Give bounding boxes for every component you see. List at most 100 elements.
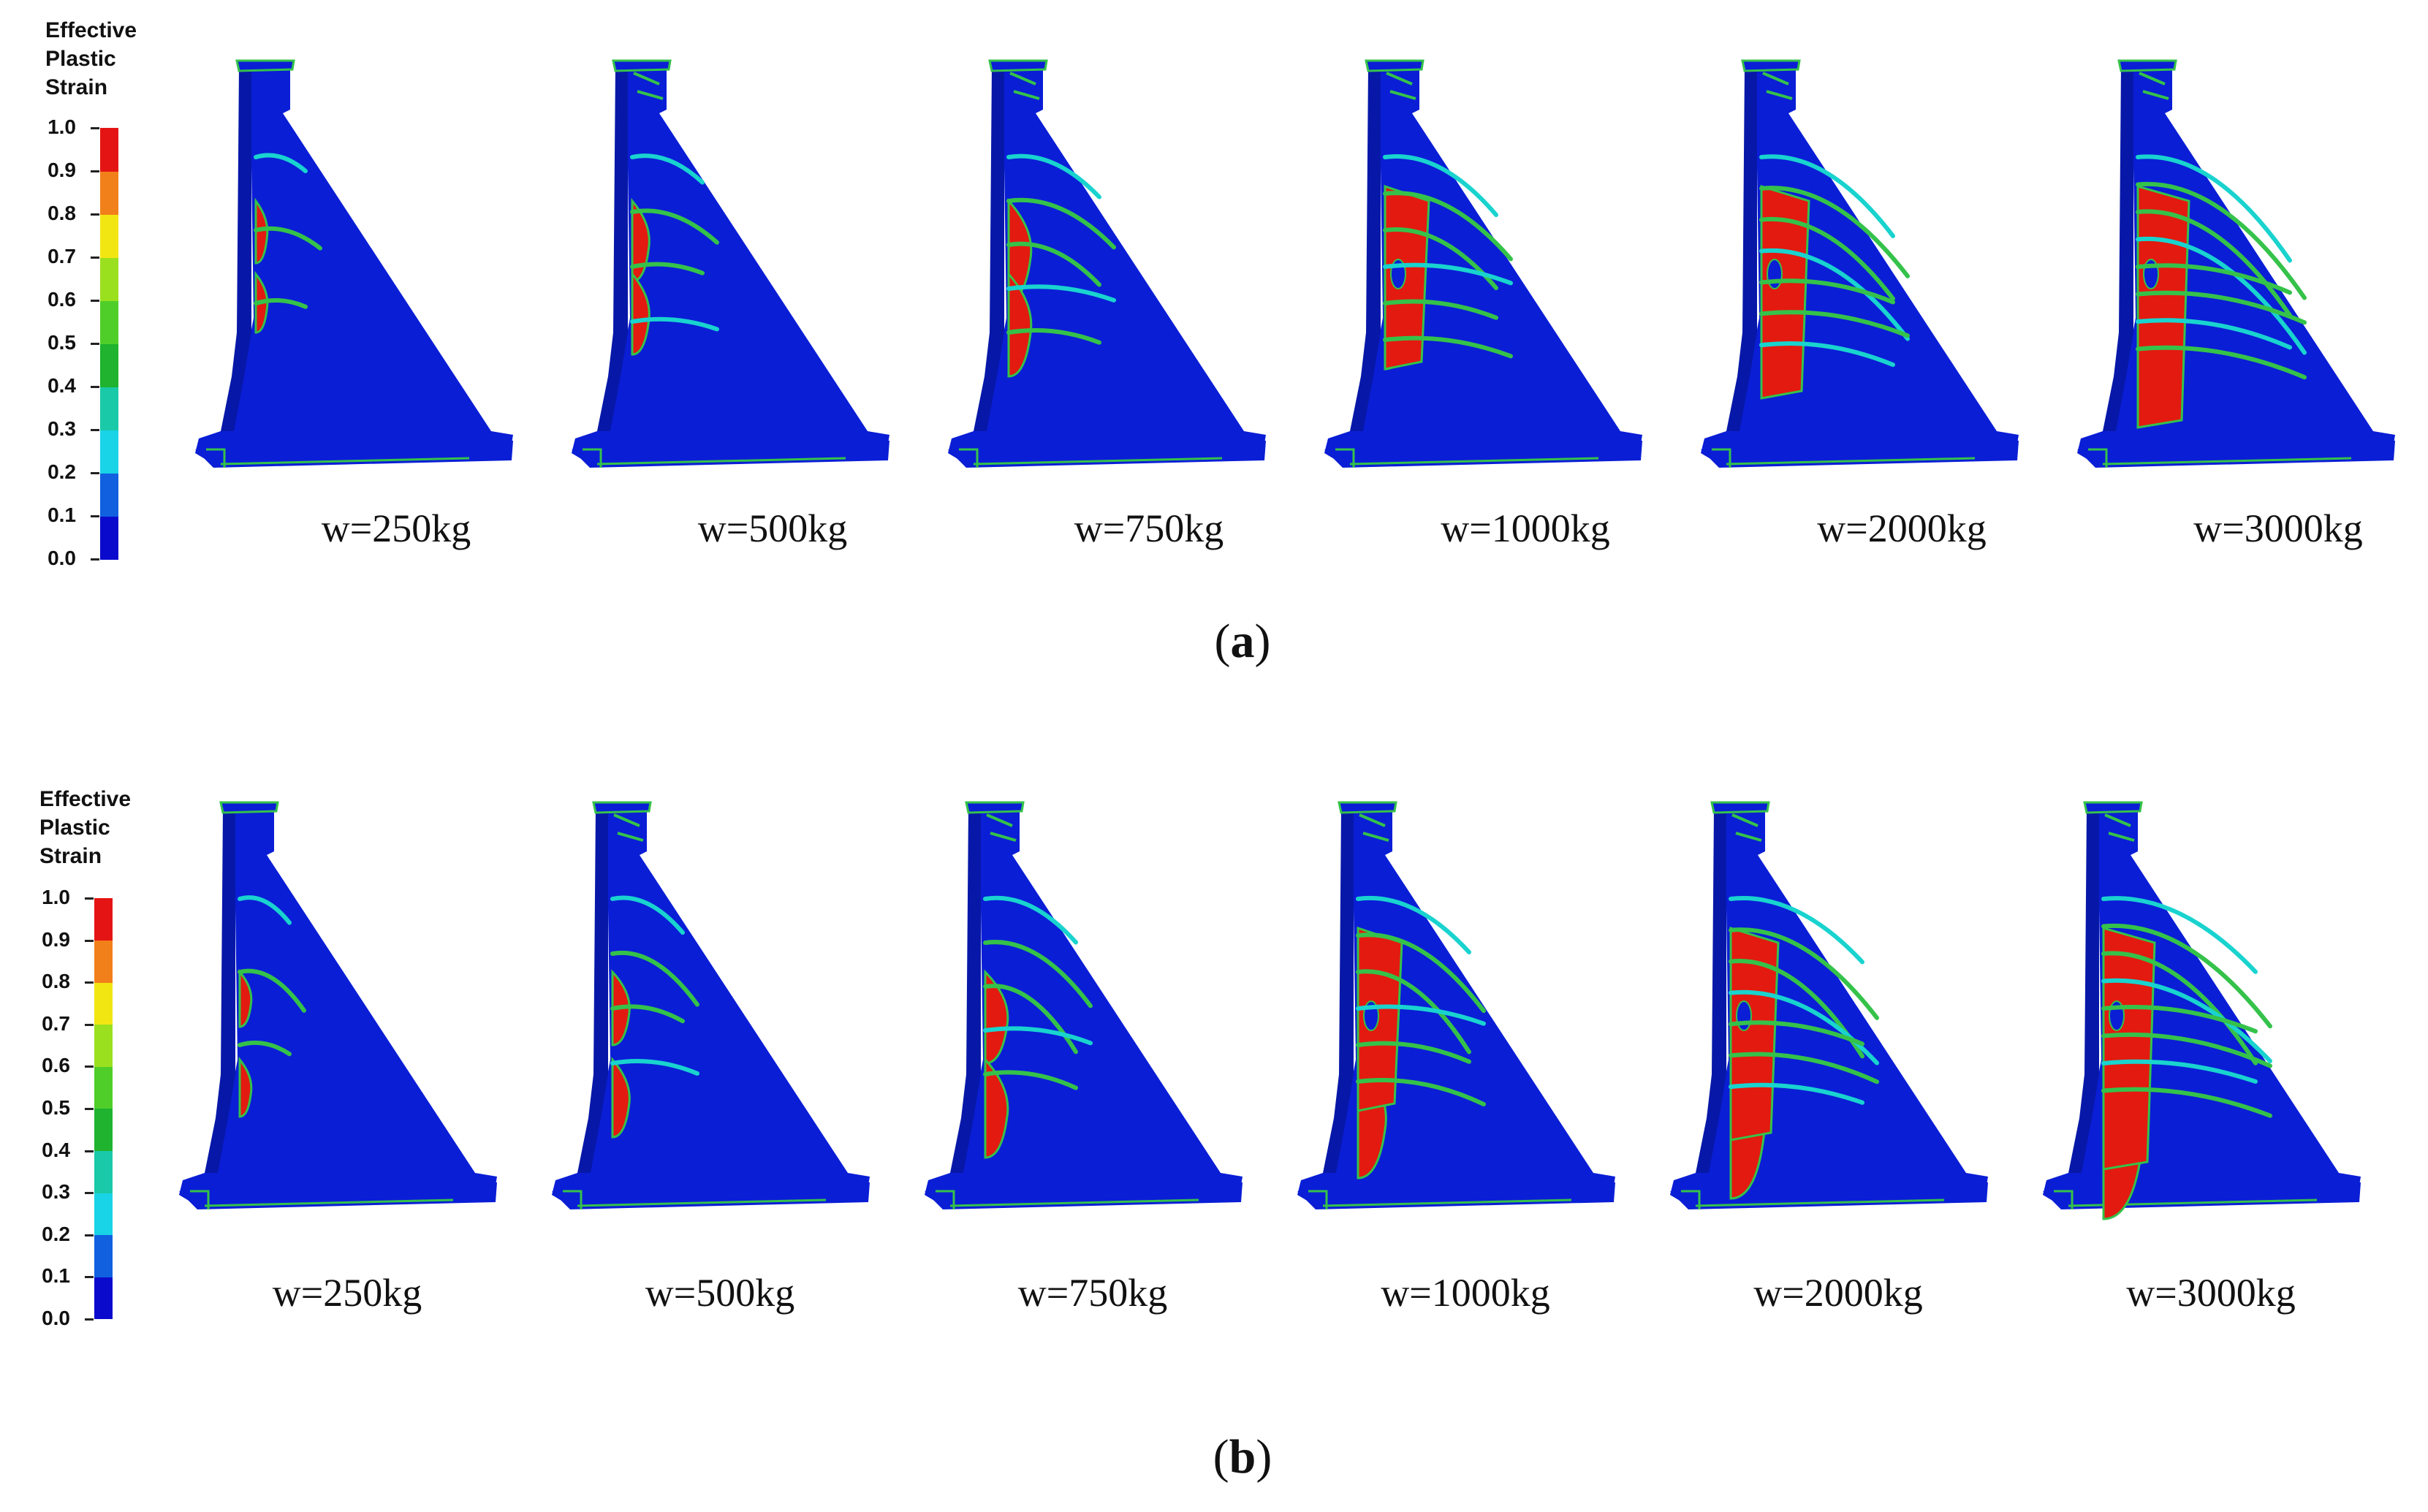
scale-segment	[100, 214, 118, 258]
crest-crack	[2104, 813, 2135, 842]
plastic-zone-large	[2136, 185, 2190, 429]
scale-segment	[94, 898, 113, 941]
dam-panel-5	[1670, 801, 1988, 1209]
scale-segment	[100, 516, 118, 560]
color-scale-bar	[94, 898, 113, 1320]
crack-line	[1006, 197, 1116, 250]
dam-crest	[965, 801, 1025, 814]
dam-crest	[988, 59, 1048, 72]
crest-crack	[633, 72, 664, 100]
crack-line	[2136, 263, 2292, 295]
dam-side-face	[1350, 66, 1381, 431]
dam-base	[1670, 1182, 1988, 1209]
legend-title: Effective Plastic Strain	[45, 18, 137, 99]
dam-base	[1701, 441, 2019, 468]
tick-mark	[85, 897, 94, 900]
crack-line	[1356, 1004, 1486, 1026]
base-crack	[973, 457, 1223, 466]
dam-side-face	[1323, 808, 1354, 1173]
tick-mark	[91, 429, 99, 431]
panel-label: w=3000kg	[2193, 506, 2363, 550]
base-crack	[1726, 457, 1976, 466]
crack-line	[1006, 328, 1101, 345]
crack-line	[2136, 290, 2307, 325]
plastic-zone-red	[984, 1057, 1009, 1159]
tick-label: 1.0	[48, 115, 76, 138]
crack-line	[254, 298, 308, 309]
dam-side-face	[950, 808, 981, 1173]
tick-label: 0.7	[42, 1011, 70, 1035]
blast-center	[1736, 1000, 1752, 1031]
dam-base	[552, 1182, 870, 1209]
scale-segment	[100, 300, 118, 344]
crack-line	[610, 895, 685, 935]
crack-line	[2136, 154, 2292, 263]
base-corner-edge	[583, 448, 602, 468]
crack-line	[1729, 1052, 1879, 1084]
crack-line	[2136, 181, 2307, 300]
crack-line	[1729, 989, 1879, 1065]
tick-label: 0.6	[48, 288, 76, 311]
tick-label: 0.1	[48, 504, 76, 526]
crest-crack	[1359, 813, 1389, 842]
base-corner-edge	[190, 1190, 210, 1209]
crack-line	[2136, 318, 2292, 350]
figure-label-b: (b)	[1213, 1430, 1272, 1483]
crack-line	[630, 262, 705, 276]
dam-base	[1324, 441, 1642, 468]
tick-mark	[85, 1023, 94, 1026]
dam-side-face	[2068, 808, 2099, 1173]
crack-line	[1759, 341, 1895, 368]
crack-line	[1356, 896, 1471, 954]
tick-mark	[91, 213, 99, 216]
plastic-zone-red	[631, 270, 650, 356]
tick-mark	[85, 1108, 94, 1110]
crack-line	[238, 968, 306, 1013]
panel-label: w=500kg	[697, 506, 848, 550]
crest-crack	[1009, 72, 1040, 100]
dam-base	[1297, 1182, 1615, 1209]
color-scale-bar	[100, 128, 118, 560]
crack-line	[1006, 241, 1101, 287]
dam-panel-6	[2077, 59, 2395, 468]
tick-label: 0.7	[48, 245, 76, 267]
dam-side-face	[597, 66, 628, 431]
scale-segment	[100, 430, 118, 474]
dam-crest	[2117, 59, 2177, 72]
dam-panel-6	[2043, 801, 2361, 1220]
tick-label: 0.3	[48, 417, 76, 440]
tick-label: 1.0	[42, 886, 70, 908]
panel-label: w=750kg	[1017, 1271, 1168, 1315]
base-crack	[1322, 1198, 1572, 1207]
tick-mark	[85, 1318, 94, 1321]
dam-panel-5	[1701, 59, 2019, 468]
dam-side-face	[221, 66, 251, 431]
panel-label: w=500kg	[645, 1271, 795, 1315]
crack-line	[630, 153, 705, 185]
dam-base	[572, 441, 889, 468]
dam-panel-4	[1324, 59, 1642, 468]
crack-line	[630, 208, 719, 245]
base-crack	[596, 457, 846, 466]
figure-letter-a: a	[1230, 615, 1255, 668]
figure-letter-b: b	[1229, 1430, 1256, 1483]
crack-line	[238, 1040, 292, 1057]
crack-line	[1759, 186, 1910, 278]
dam-panel-3	[925, 801, 1243, 1209]
base-corner-edge	[206, 448, 226, 468]
tick-label: 0.8	[48, 202, 76, 224]
dam-body	[552, 808, 870, 1206]
crack-line	[2136, 345, 2307, 380]
tick-label: 0.9	[48, 159, 76, 181]
base-corner-edge	[936, 1190, 955, 1209]
tick-mark	[85, 1192, 94, 1195]
crack-line	[1006, 153, 1101, 200]
tick-label: 0.1	[42, 1264, 70, 1288]
crack-line	[1729, 1082, 1864, 1105]
scale-segment	[100, 473, 118, 517]
tick-label: 0.2	[48, 460, 76, 483]
dam-crest	[235, 59, 295, 72]
crack-line	[983, 940, 1093, 1008]
dam-side-face	[205, 808, 235, 1173]
dam-side-face	[1726, 66, 1757, 431]
